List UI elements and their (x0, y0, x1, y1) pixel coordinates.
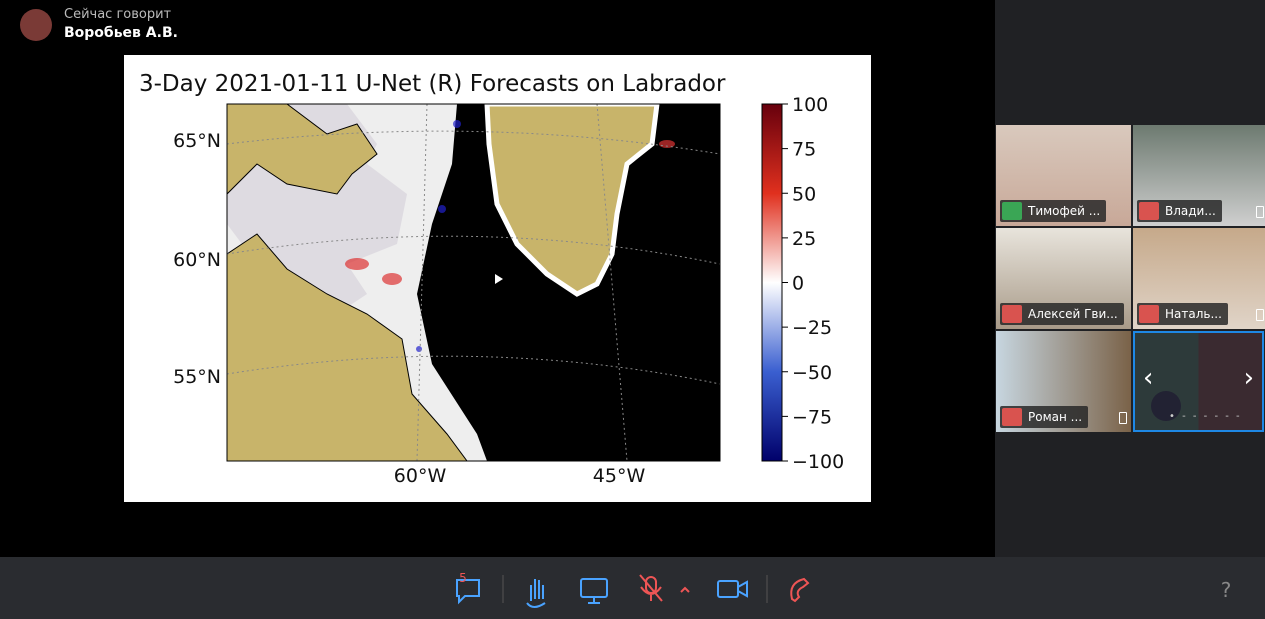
hourglass-icon (1256, 309, 1264, 321)
graticule (227, 104, 720, 461)
mic-menu[interactable] (680, 586, 690, 593)
colorbar-label: 50 (792, 183, 816, 205)
speaker-name: Воробьев А.В. (64, 25, 178, 41)
hourglass-icon (1256, 206, 1264, 218)
anomaly-red (345, 140, 675, 285)
baffin-land (227, 104, 378, 195)
globe-avatar (1151, 391, 1181, 421)
pager-dots: • - - - - - - (1169, 411, 1242, 422)
raise-hand-button[interactable] (526, 579, 546, 608)
colorbar-label: 0 (792, 273, 804, 295)
lat-label: 60°N (173, 249, 221, 271)
mic-off-icon (1002, 305, 1022, 323)
participant-label: Тимофей ... (1000, 200, 1107, 222)
map-title: 3-Day 2021-01-11 U-Net (R) Forecasts on … (139, 71, 726, 97)
hangup-button[interactable] (790, 577, 810, 603)
labrador-land (227, 233, 468, 461)
participant-tile: Влади... (1133, 125, 1265, 226)
lon-label: 60°W (394, 465, 447, 487)
participant-label: Наталь... (1137, 303, 1228, 325)
lat-label: 65°N (173, 130, 221, 152)
chat-button[interactable] (456, 579, 480, 605)
colorbar-label: 75 (792, 139, 816, 161)
play-icon (495, 274, 503, 284)
participant-label: Роман ... (1000, 406, 1089, 428)
participant-label: Алексей Гви... (1000, 303, 1124, 325)
toolbar (0, 557, 1265, 619)
more-tile[interactable]: ‹ › • - - - - - - (1133, 331, 1264, 432)
participant-label: Влади... (1137, 200, 1222, 222)
chat-badge: 5 (459, 571, 467, 585)
participant-tile: Тимофей ... (996, 125, 1131, 226)
lat-axis: 65°N 60°N 55°N (173, 130, 221, 388)
toolbar-icons: 5 ? (456, 571, 1232, 608)
anomaly-blue (416, 120, 461, 352)
mic-off-icon (1139, 305, 1159, 323)
participant-tile: Наталь... (1133, 228, 1265, 329)
colorbar-label: 25 (792, 228, 816, 250)
camera-button[interactable] (717, 580, 748, 598)
stage: Сейчас говорит Воробьев А.В. 3-Day 2021-… (20, 7, 871, 502)
map: 65°N 60°N 55°N 60°W 45°W (173, 103, 721, 487)
mic-button[interactable] (639, 574, 663, 602)
colorbar-label: −25 (792, 317, 832, 339)
participant-tile: Алексей Гви... (996, 228, 1131, 329)
colorbar-label: −100 (792, 451, 844, 473)
lat-label: 55°N (173, 366, 221, 388)
help-button[interactable]: ? (1221, 578, 1232, 602)
map-frame (226, 103, 721, 462)
speaker-avatar (20, 9, 52, 41)
lon-label: 45°W (593, 465, 646, 487)
colorbar-label: −50 (792, 362, 832, 384)
prev-arrow[interactable]: ‹ (1143, 363, 1154, 393)
participant-name: Алексей Гви... (1028, 307, 1118, 321)
mic-off-icon (1139, 202, 1159, 220)
participant-name: Роман ... (1028, 410, 1083, 424)
participant-name: Влади... (1165, 204, 1216, 218)
shared-screen: 3-Day 2021-01-11 U-Net (R) Forecasts on … (124, 55, 871, 502)
share-button[interactable] (580, 578, 608, 604)
mic-off-icon (1002, 408, 1022, 426)
lon-axis: 60°W 45°W (394, 465, 646, 487)
colorbar-label: −75 (792, 406, 832, 428)
colorbar (761, 103, 783, 462)
next-arrow[interactable]: › (1243, 363, 1254, 393)
colorbar-label: 100 (792, 94, 828, 116)
colorbar-axis: 100 75 50 25 0 −25 −50 −75 −100 (782, 94, 844, 473)
participant-name: Наталь... (1165, 307, 1222, 321)
participant-tile: Роман ... (996, 331, 1131, 432)
hourglass-icon (1119, 412, 1127, 424)
participant-name: Тимофей ... (1028, 204, 1101, 218)
screen-icon (1002, 202, 1022, 220)
speaker-caption: Сейчас говорит (64, 7, 172, 22)
participants-panel: Тимофей ... Влади... Алексей Гви... Наталь.… (995, 0, 1265, 557)
